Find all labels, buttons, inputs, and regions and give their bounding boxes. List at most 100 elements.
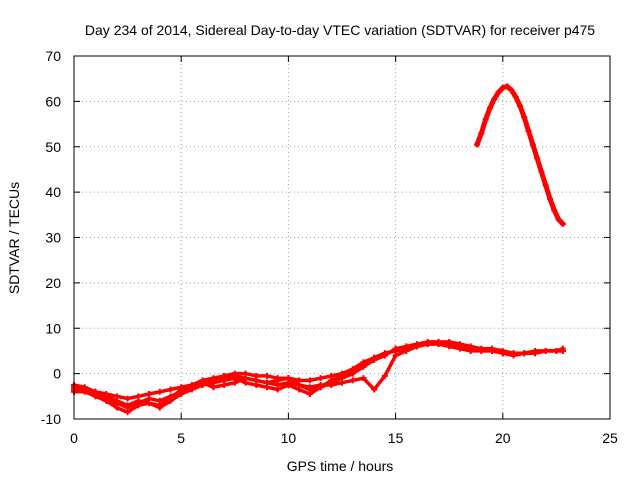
x-tick-label: 10 [281, 430, 297, 446]
data-point [381, 350, 388, 357]
y-tick-label: -10 [41, 411, 61, 427]
data-point [525, 127, 532, 134]
data-point [231, 372, 238, 379]
data-point [529, 141, 536, 148]
data-point [81, 386, 88, 393]
y-tick-label: 70 [45, 48, 61, 64]
data-point [263, 372, 270, 379]
data-point [349, 368, 356, 375]
data-point [495, 89, 502, 96]
data-point [263, 379, 270, 386]
data-point [328, 377, 335, 384]
data-point [92, 391, 99, 398]
data-point [210, 377, 217, 384]
data-point [349, 377, 356, 384]
data-point [392, 347, 399, 354]
data-point [510, 350, 517, 357]
data-point [306, 386, 313, 393]
data-point [296, 381, 303, 388]
data-point [156, 397, 163, 404]
data-point [146, 395, 153, 402]
x-tick-label: 5 [177, 430, 185, 446]
data-point [371, 354, 378, 361]
data-point [521, 114, 528, 121]
y-tick-label: 40 [45, 184, 61, 200]
axis-ticks: 0 5 10 15 20 25 -10 0 10 20 30 40 50 60 70 [41, 48, 618, 446]
y-axis-label: SDTVAR / TECUs [6, 182, 22, 294]
x-tick-label: 15 [388, 430, 404, 446]
y-tick-label: 0 [53, 366, 61, 382]
data-point [474, 141, 481, 148]
data-point [231, 379, 238, 386]
data-point [542, 182, 549, 189]
data-point [221, 375, 228, 382]
y-tick-label: 60 [45, 93, 61, 109]
data-point [210, 384, 217, 391]
y-tick-label: 10 [45, 320, 61, 336]
data-point [489, 345, 496, 352]
data-point [167, 386, 174, 393]
data-point [403, 347, 410, 354]
data-point [482, 116, 489, 123]
series-layer [71, 83, 566, 416]
x-tick-label: 0 [70, 430, 78, 446]
data-point [306, 377, 313, 384]
data-point [360, 375, 367, 382]
y-tick-label: 50 [45, 139, 61, 155]
data-point [178, 388, 185, 395]
data-point [285, 379, 292, 386]
data-point [559, 220, 566, 227]
data-point [499, 347, 506, 354]
data-point [156, 388, 163, 395]
data-point [491, 96, 498, 103]
data-point [531, 350, 538, 357]
data-point [424, 341, 431, 348]
data-point [188, 384, 195, 391]
data-point [339, 372, 345, 379]
grid-lines [74, 56, 610, 419]
data-point [221, 381, 228, 388]
data-point [199, 379, 206, 386]
data-point [113, 400, 120, 407]
data-point [486, 105, 493, 112]
data-point [516, 102, 523, 109]
data-point [124, 404, 131, 411]
data-point [381, 372, 388, 379]
data-point [538, 168, 545, 175]
data-point [478, 345, 485, 352]
data-point [274, 381, 281, 388]
data-point [253, 377, 260, 384]
x-axis-label: GPS time / hours [287, 458, 394, 474]
data-point [360, 361, 367, 368]
data-point [555, 216, 562, 223]
data-point [317, 384, 324, 391]
data-point [167, 393, 174, 400]
data-point [546, 195, 553, 202]
data-point [534, 155, 541, 162]
data-point [504, 83, 511, 90]
data-point [551, 207, 558, 214]
data-point [103, 395, 110, 402]
x-tick-label: 20 [495, 430, 511, 446]
data-point [317, 375, 324, 382]
data-point [435, 338, 442, 345]
data-point [559, 347, 566, 354]
data-point [124, 395, 131, 402]
data-point [521, 350, 528, 357]
data-point [508, 87, 515, 94]
y-tick-label: 20 [45, 275, 61, 291]
data-point [553, 347, 560, 354]
data-point [135, 400, 142, 407]
data-point [512, 93, 519, 100]
y-tick-label: 30 [45, 230, 61, 246]
data-point [478, 130, 485, 137]
data-point [242, 375, 249, 382]
data-point [456, 341, 463, 348]
data-point [467, 343, 474, 350]
data-point [371, 386, 378, 393]
data-point [542, 347, 549, 354]
data-point [499, 84, 506, 91]
x-tick-label: 25 [602, 430, 618, 446]
data-point [339, 379, 345, 386]
